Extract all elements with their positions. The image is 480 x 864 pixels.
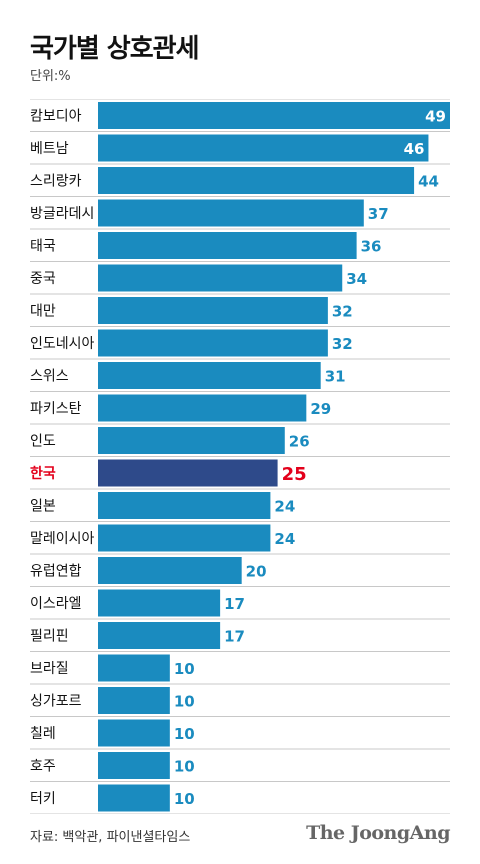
bar (98, 199, 364, 227)
value-label: 44 (418, 173, 439, 191)
category-label: 태국 (30, 239, 56, 255)
value-label: 17 (224, 628, 245, 646)
value-label: 10 (174, 758, 195, 776)
category-label: 베트남 (30, 141, 69, 157)
bar (98, 784, 170, 812)
category-label: 스리랑카 (30, 174, 82, 190)
category-label: 유럽연합 (30, 564, 82, 580)
bar-row: 방글라데시 37 (30, 196, 450, 227)
value-label: 10 (174, 725, 195, 743)
category-label: 인도 (30, 434, 56, 450)
category-label: 방글라데시 (30, 206, 94, 222)
category-label: 말레이시아 (30, 531, 95, 547)
source-note: 자료: 백악관, 파이낸셜타임스 (30, 830, 191, 845)
bar (98, 264, 343, 292)
value-label: 26 (289, 433, 310, 451)
category-label: 한국 (30, 466, 56, 482)
category-label: 브라질 (30, 661, 69, 677)
category-label: 일본 (30, 499, 56, 515)
bar-row: 스리랑카 44 (30, 163, 450, 194)
bar-row: 대만 32 (30, 293, 450, 324)
bar-highlight (98, 459, 278, 487)
bar (98, 524, 271, 552)
bar (98, 232, 357, 259)
value-label: 49 (425, 108, 446, 126)
bar-row: 필리핀 17 (30, 618, 450, 649)
category-label: 인도네시아 (30, 336, 95, 352)
bar-row: 싱가포르 10 (30, 683, 450, 714)
category-label: 터키 (30, 791, 56, 807)
bar-row: 인도네시아 32 (30, 326, 450, 357)
bar (98, 654, 170, 682)
bar-row: 브라질 10 (30, 651, 450, 682)
bar-row: 유럽연합 20 (30, 553, 450, 584)
bar (98, 719, 170, 747)
value-label: 10 (174, 693, 195, 711)
bar (98, 362, 321, 389)
value-label: 46 (404, 140, 425, 158)
bar-row: 파키스탄 29 (30, 391, 450, 422)
bar (98, 329, 328, 357)
bar-row: 인도 26 (30, 423, 450, 454)
category-label: 파키스탄 (30, 401, 82, 417)
bar-row: 중국 34 (30, 261, 450, 292)
value-label: 20 (246, 563, 267, 581)
category-label: 이스라엘 (30, 596, 82, 612)
chart-title: 국가별 상호관세 (30, 34, 199, 64)
publisher-logo: The JoongAng (306, 822, 450, 844)
bar-row: 한국 25 (30, 456, 450, 487)
bar (98, 557, 242, 584)
category-label: 필리핀 (30, 629, 69, 645)
category-label: 대만 (30, 304, 56, 320)
value-label: 36 (361, 238, 382, 256)
value-label: 34 (346, 270, 367, 288)
bar (98, 394, 307, 422)
bar-row: 일본 24 (30, 488, 450, 519)
bar-row: 이스라엘 17 (30, 586, 450, 617)
value-label: 29 (310, 400, 331, 418)
bar (98, 297, 328, 324)
category-label: 스위스 (30, 369, 69, 385)
value-label: 32 (332, 303, 353, 321)
value-label: 32 (332, 335, 353, 353)
bar (98, 167, 415, 194)
bar (98, 492, 271, 519)
bar-row: 터키 10 (30, 781, 450, 812)
bar-row: 말레이시아 24 (30, 521, 450, 552)
category-label: 호주 (30, 759, 56, 775)
value-label: 10 (174, 790, 195, 808)
category-label: 싱가포르 (30, 694, 82, 710)
category-label: 캄보디아 (30, 109, 82, 125)
bar (98, 102, 450, 129)
bar-row: 칠레 10 (30, 716, 450, 747)
bar (98, 589, 221, 617)
bar (98, 687, 170, 714)
bar-row: 스위스 31 (30, 358, 450, 389)
value-label: 25 (282, 464, 307, 485)
category-label: 칠레 (30, 726, 56, 742)
bar (98, 752, 170, 779)
unit-label: 단위:% (30, 69, 71, 84)
value-label: 24 (274, 530, 295, 548)
category-label: 중국 (30, 271, 56, 287)
bar (98, 134, 429, 162)
bar-row: 캄보디아 49 (30, 99, 450, 129)
value-label: 10 (174, 660, 195, 678)
value-label: 24 (274, 498, 295, 516)
bar (98, 427, 285, 454)
value-label: 17 (224, 595, 245, 613)
bar-row: 호주 10 (30, 748, 450, 779)
bar-row: 베트남 46 (30, 131, 450, 162)
bar-row: 태국 36 (30, 228, 450, 259)
value-label: 37 (368, 205, 389, 223)
bar (98, 622, 221, 649)
value-label: 31 (325, 368, 346, 386)
